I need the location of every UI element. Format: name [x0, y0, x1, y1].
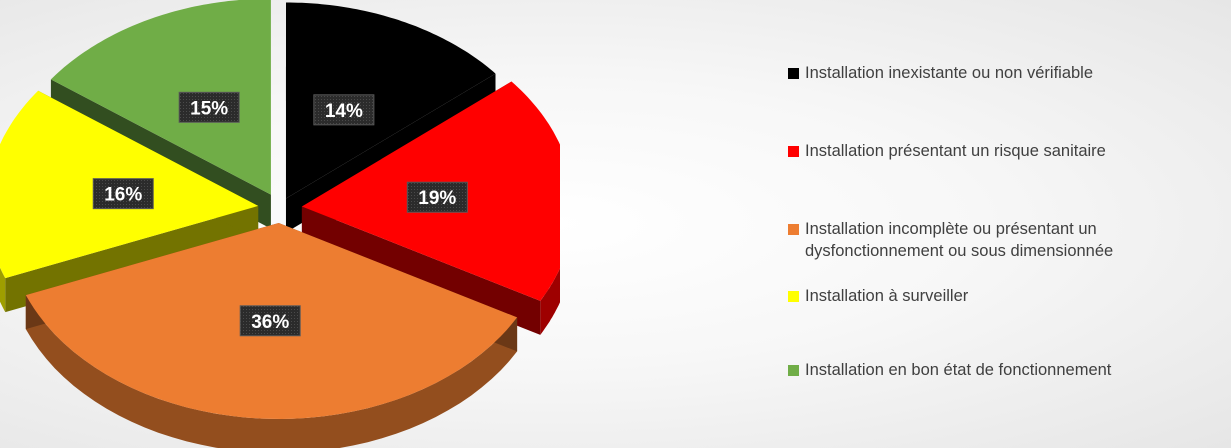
legend-item-risque-sanitaire: Installation présentant un risque sanita… — [788, 140, 1225, 162]
pie-slice — [285, 2, 496, 199]
legend-label: Installation en bon état de fonctionneme… — [805, 361, 1112, 379]
data-label-text: 15% — [190, 98, 228, 119]
pie-slice-rim — [25, 295, 518, 448]
data-label-text: 19% — [418, 188, 456, 209]
legend-swatch-green — [788, 365, 799, 376]
data-label-text: 14% — [325, 101, 363, 122]
legend-swatch-red — [788, 146, 799, 157]
legend-item-incomplete: Installation incomplète ou présentant un… — [788, 218, 1205, 262]
legend-swatch-black — [788, 68, 799, 79]
data-label: 16% — [92, 178, 154, 210]
data-label: 36% — [239, 305, 301, 337]
legend-swatch-yellow — [788, 291, 799, 302]
legend-item-a-surveiller: Installation à surveiller — [788, 285, 1225, 307]
pie-slice-wall — [301, 206, 541, 335]
legend-label: Installation inexistante ou non vérifiab… — [805, 64, 1094, 82]
legend-swatch-orange — [788, 224, 799, 235]
legend-label: Installation à surveiller — [805, 287, 969, 305]
legend-label: Installation présentant un risque sanita… — [805, 142, 1106, 160]
data-label: 15% — [178, 91, 240, 123]
data-label-text: 36% — [251, 312, 289, 333]
data-label-box — [406, 181, 468, 213]
pie-slice-rim — [540, 268, 560, 335]
data-label-text: 16% — [104, 185, 142, 206]
legend-item-bon-etat: Installation en bon état de fonctionneme… — [788, 359, 1225, 381]
data-label-box — [92, 178, 154, 210]
data-label-box — [239, 305, 301, 337]
data-label-box — [178, 91, 240, 123]
data-label-box — [313, 94, 375, 126]
pie-slice — [50, 0, 271, 195]
pie-chart: 14% 19% 36% 16% 15% — [0, 0, 560, 448]
data-label: 14% — [313, 94, 375, 126]
pie-slice-rim — [0, 267, 6, 313]
legend-item-inexistante: Installation inexistante ou non vérifiab… — [788, 62, 1225, 84]
data-label: 19% — [406, 181, 468, 213]
legend-label: Installation incomplète ou présentant un… — [805, 220, 1114, 260]
